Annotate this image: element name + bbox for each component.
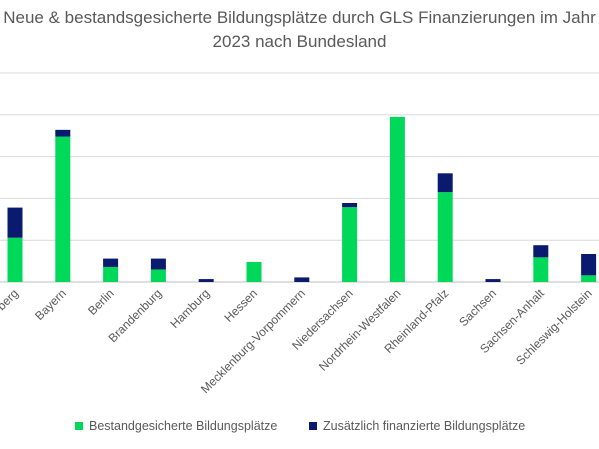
x-tick-label: Sachsen [456,286,499,329]
legend: Bestandgesicherte Bildungsplätze Zusätzl… [0,419,599,437]
legend-item-zusaetzlich: Zusätzlich finanzierte Bildungsplätze [309,419,525,433]
bar-bestand-2 [103,266,119,282]
x-tick-label: Nordrhein-Westfalen [316,286,404,374]
x-tick-label: Bayern [32,286,69,323]
bar-bestand-0 [7,237,23,282]
bar-bestand-8 [389,116,405,282]
legend-label-bestand: Bestandgesicherte Bildungsplätze [89,419,278,433]
bar-zusaetzlich-4 [198,279,214,282]
bar-zusaetzlich-1 [55,129,71,137]
x-tick-label: berg [0,286,21,313]
bar-zusaetzlich-10 [485,279,501,282]
bar-zusaetzlich-11 [533,245,549,258]
legend-swatch-bestand [75,422,83,430]
chart-title: Neue & bestandsgesicherte Bildungsplätze… [0,6,599,54]
bar-zusaetzlich-2 [103,258,119,267]
chart-title-line-2: 2023 nach Bundesland [212,32,387,51]
chart-title-line-1: Neue & bestandsgesicherte Bildungsplätze… [3,8,596,27]
bar-bestand-9 [437,192,453,282]
bar-zusaetzlich-6 [294,277,310,282]
x-tick-label: Hessen [221,286,260,325]
bar-bestand-12 [581,275,597,282]
legend-item-bestand: Bestandgesicherte Bildungsplätze [75,419,277,433]
legend-swatch-zusaetzlich [309,422,317,430]
bar-zusaetzlich-0 [7,207,23,238]
bar-zusaetzlich-7 [342,202,358,208]
bar-zusaetzlich-3 [150,258,166,270]
legend-label-zusaetzlich: Zusätzlich finanzierte Bildungsplätze [323,419,526,433]
bar-zusaetzlich-9 [437,173,453,193]
bar-bestand-7 [342,207,358,282]
bar-bestand-3 [150,269,166,282]
bar-zusaetzlich-12 [581,253,597,276]
bar-bestand-5 [246,261,262,282]
x-tick-label: Hamburg [168,286,213,331]
bar-bestand-11 [533,257,549,282]
x-tick-label: Berlin [85,286,117,318]
bar-bestand-1 [55,136,71,282]
